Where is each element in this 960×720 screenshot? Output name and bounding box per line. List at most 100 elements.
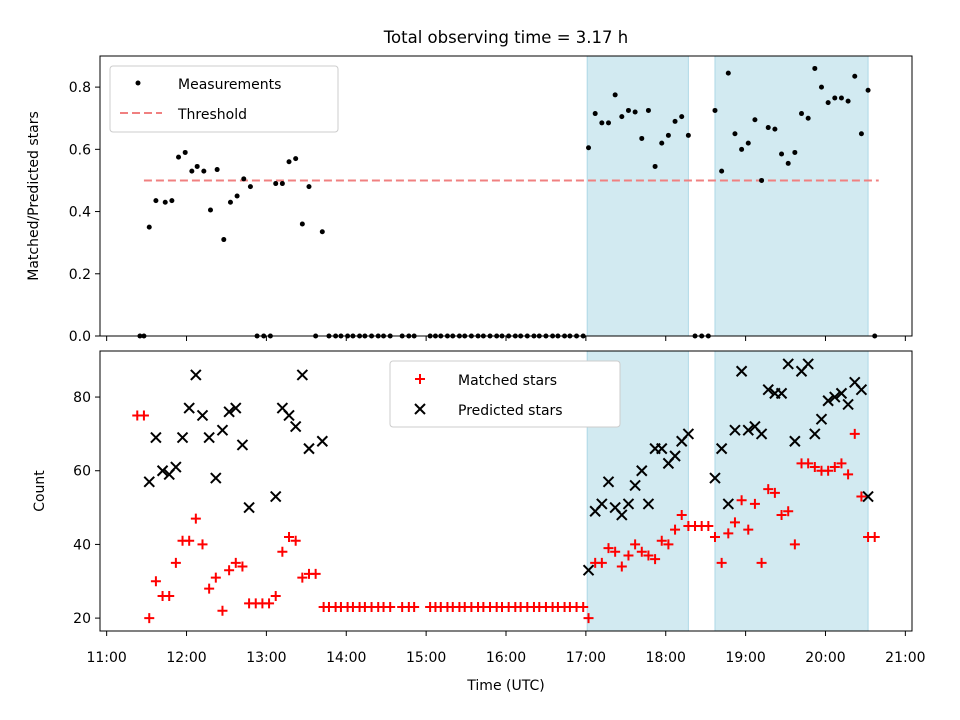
measurement-point	[685, 132, 691, 138]
legend-threshold-label: Threshold	[177, 107, 247, 123]
measurement-point	[153, 198, 159, 204]
matched-point	[843, 469, 854, 480]
predicted-point	[709, 472, 721, 484]
matched-point	[144, 613, 155, 624]
matched-point	[264, 598, 275, 609]
matched-point	[623, 550, 634, 561]
measurement-point	[146, 224, 152, 230]
legend-measurements-label: Measurements	[178, 77, 281, 93]
shaded-interval	[586, 55, 689, 337]
matched-point	[856, 491, 867, 502]
top-y-ticks: 0.0 0.2 0.4 0.6 0.8	[69, 80, 100, 345]
matched-point	[277, 546, 288, 557]
matched-point	[716, 557, 727, 568]
matched-point	[138, 410, 149, 421]
matched-point	[763, 484, 774, 495]
predicted-point	[789, 435, 801, 447]
top-y-tick-label: 0.4	[69, 205, 91, 221]
top-y-tick-label: 0.2	[69, 267, 91, 283]
predicted-point	[596, 498, 608, 510]
matched-point	[776, 509, 787, 520]
measurement-point	[221, 237, 227, 243]
measurement-point	[182, 149, 188, 155]
matched-point	[709, 532, 720, 543]
measurement-point	[719, 168, 725, 174]
matched-point	[729, 517, 740, 528]
measurement-point	[659, 140, 665, 146]
measurement-point	[665, 132, 671, 138]
matched-point	[210, 572, 221, 583]
x-tick-label: 18:00	[646, 650, 686, 666]
measurement-point	[279, 181, 285, 187]
matched-point	[676, 509, 687, 520]
predicted-point	[809, 428, 821, 440]
matched-point	[809, 462, 820, 473]
matched-points	[132, 410, 880, 624]
predicted-point	[582, 564, 595, 576]
predicted-point	[190, 369, 202, 381]
predicted-point	[762, 383, 774, 396]
shaded-interval	[714, 350, 869, 632]
bottom-x-ticks: 11:00 12:00 13:00 14:00 15:00 16:00 17:00 18:00…	[86, 631, 926, 666]
x-tick-label: 16:00	[486, 650, 526, 666]
matched-point	[789, 539, 800, 550]
measurement-point	[194, 163, 200, 169]
measurement-point	[293, 156, 299, 162]
matched-point	[230, 557, 241, 568]
predicted-point	[270, 490, 282, 503]
measurement-point	[759, 177, 765, 183]
measurement-point	[732, 131, 738, 137]
measurement-point	[227, 199, 233, 205]
predicted-point	[755, 428, 768, 440]
measurement-point	[799, 111, 805, 117]
matched-point	[190, 513, 201, 524]
measurement-point	[772, 126, 778, 132]
matched-point	[636, 546, 647, 557]
measurement-point	[645, 107, 651, 113]
predicted-point	[230, 402, 242, 414]
matched-point	[656, 535, 667, 546]
predicted-point	[722, 498, 735, 510]
measurement-point	[739, 146, 745, 152]
predicted-point	[642, 498, 655, 510]
top-y-tick-label: 0.0	[69, 329, 91, 345]
predicted-point	[715, 442, 728, 455]
matched-point	[184, 535, 195, 546]
x-tick-label: 20:00	[805, 650, 845, 666]
legend-measurements-marker	[135, 80, 141, 86]
measurement-point	[632, 109, 638, 115]
top-y-axis-label: Matched/Predicted stars	[26, 111, 42, 281]
matched-point	[270, 591, 281, 601]
predicted-point	[216, 424, 229, 436]
bottom-y-tick-label: 80	[73, 390, 91, 406]
legend-matched-label: Matched stars	[458, 373, 557, 389]
legend-plus-glyph	[415, 374, 425, 384]
x-tick-label: 15:00	[406, 650, 446, 666]
measurement-point	[712, 107, 718, 113]
top-shaded-intervals	[586, 55, 869, 337]
top-legend: Measurements Threshold	[109, 65, 339, 133]
matched-point	[803, 458, 814, 469]
predicted-point	[289, 420, 302, 433]
ratio-panel: 0.00.20.40.60.8 Matched/Predicted stars …	[26, 55, 913, 345]
legend-matched-marker	[415, 374, 425, 384]
predicted-point	[835, 387, 848, 400]
predicted-point	[243, 501, 255, 514]
measurement-point	[765, 125, 771, 131]
bottom-legend-frame	[389, 360, 621, 428]
matched-point	[197, 539, 208, 550]
measurement-point	[306, 184, 312, 190]
matched-point	[650, 554, 661, 565]
matched-point	[237, 561, 248, 572]
matched-point	[836, 458, 847, 469]
measurement-point	[652, 163, 658, 169]
measurement-point	[201, 168, 207, 174]
matched-point	[663, 539, 674, 550]
measurement-point	[785, 160, 791, 166]
predicted-point	[176, 431, 189, 444]
measurement-point	[592, 111, 598, 117]
measurement-point	[745, 140, 751, 146]
matched-point	[284, 532, 295, 543]
matched-point	[409, 602, 420, 613]
